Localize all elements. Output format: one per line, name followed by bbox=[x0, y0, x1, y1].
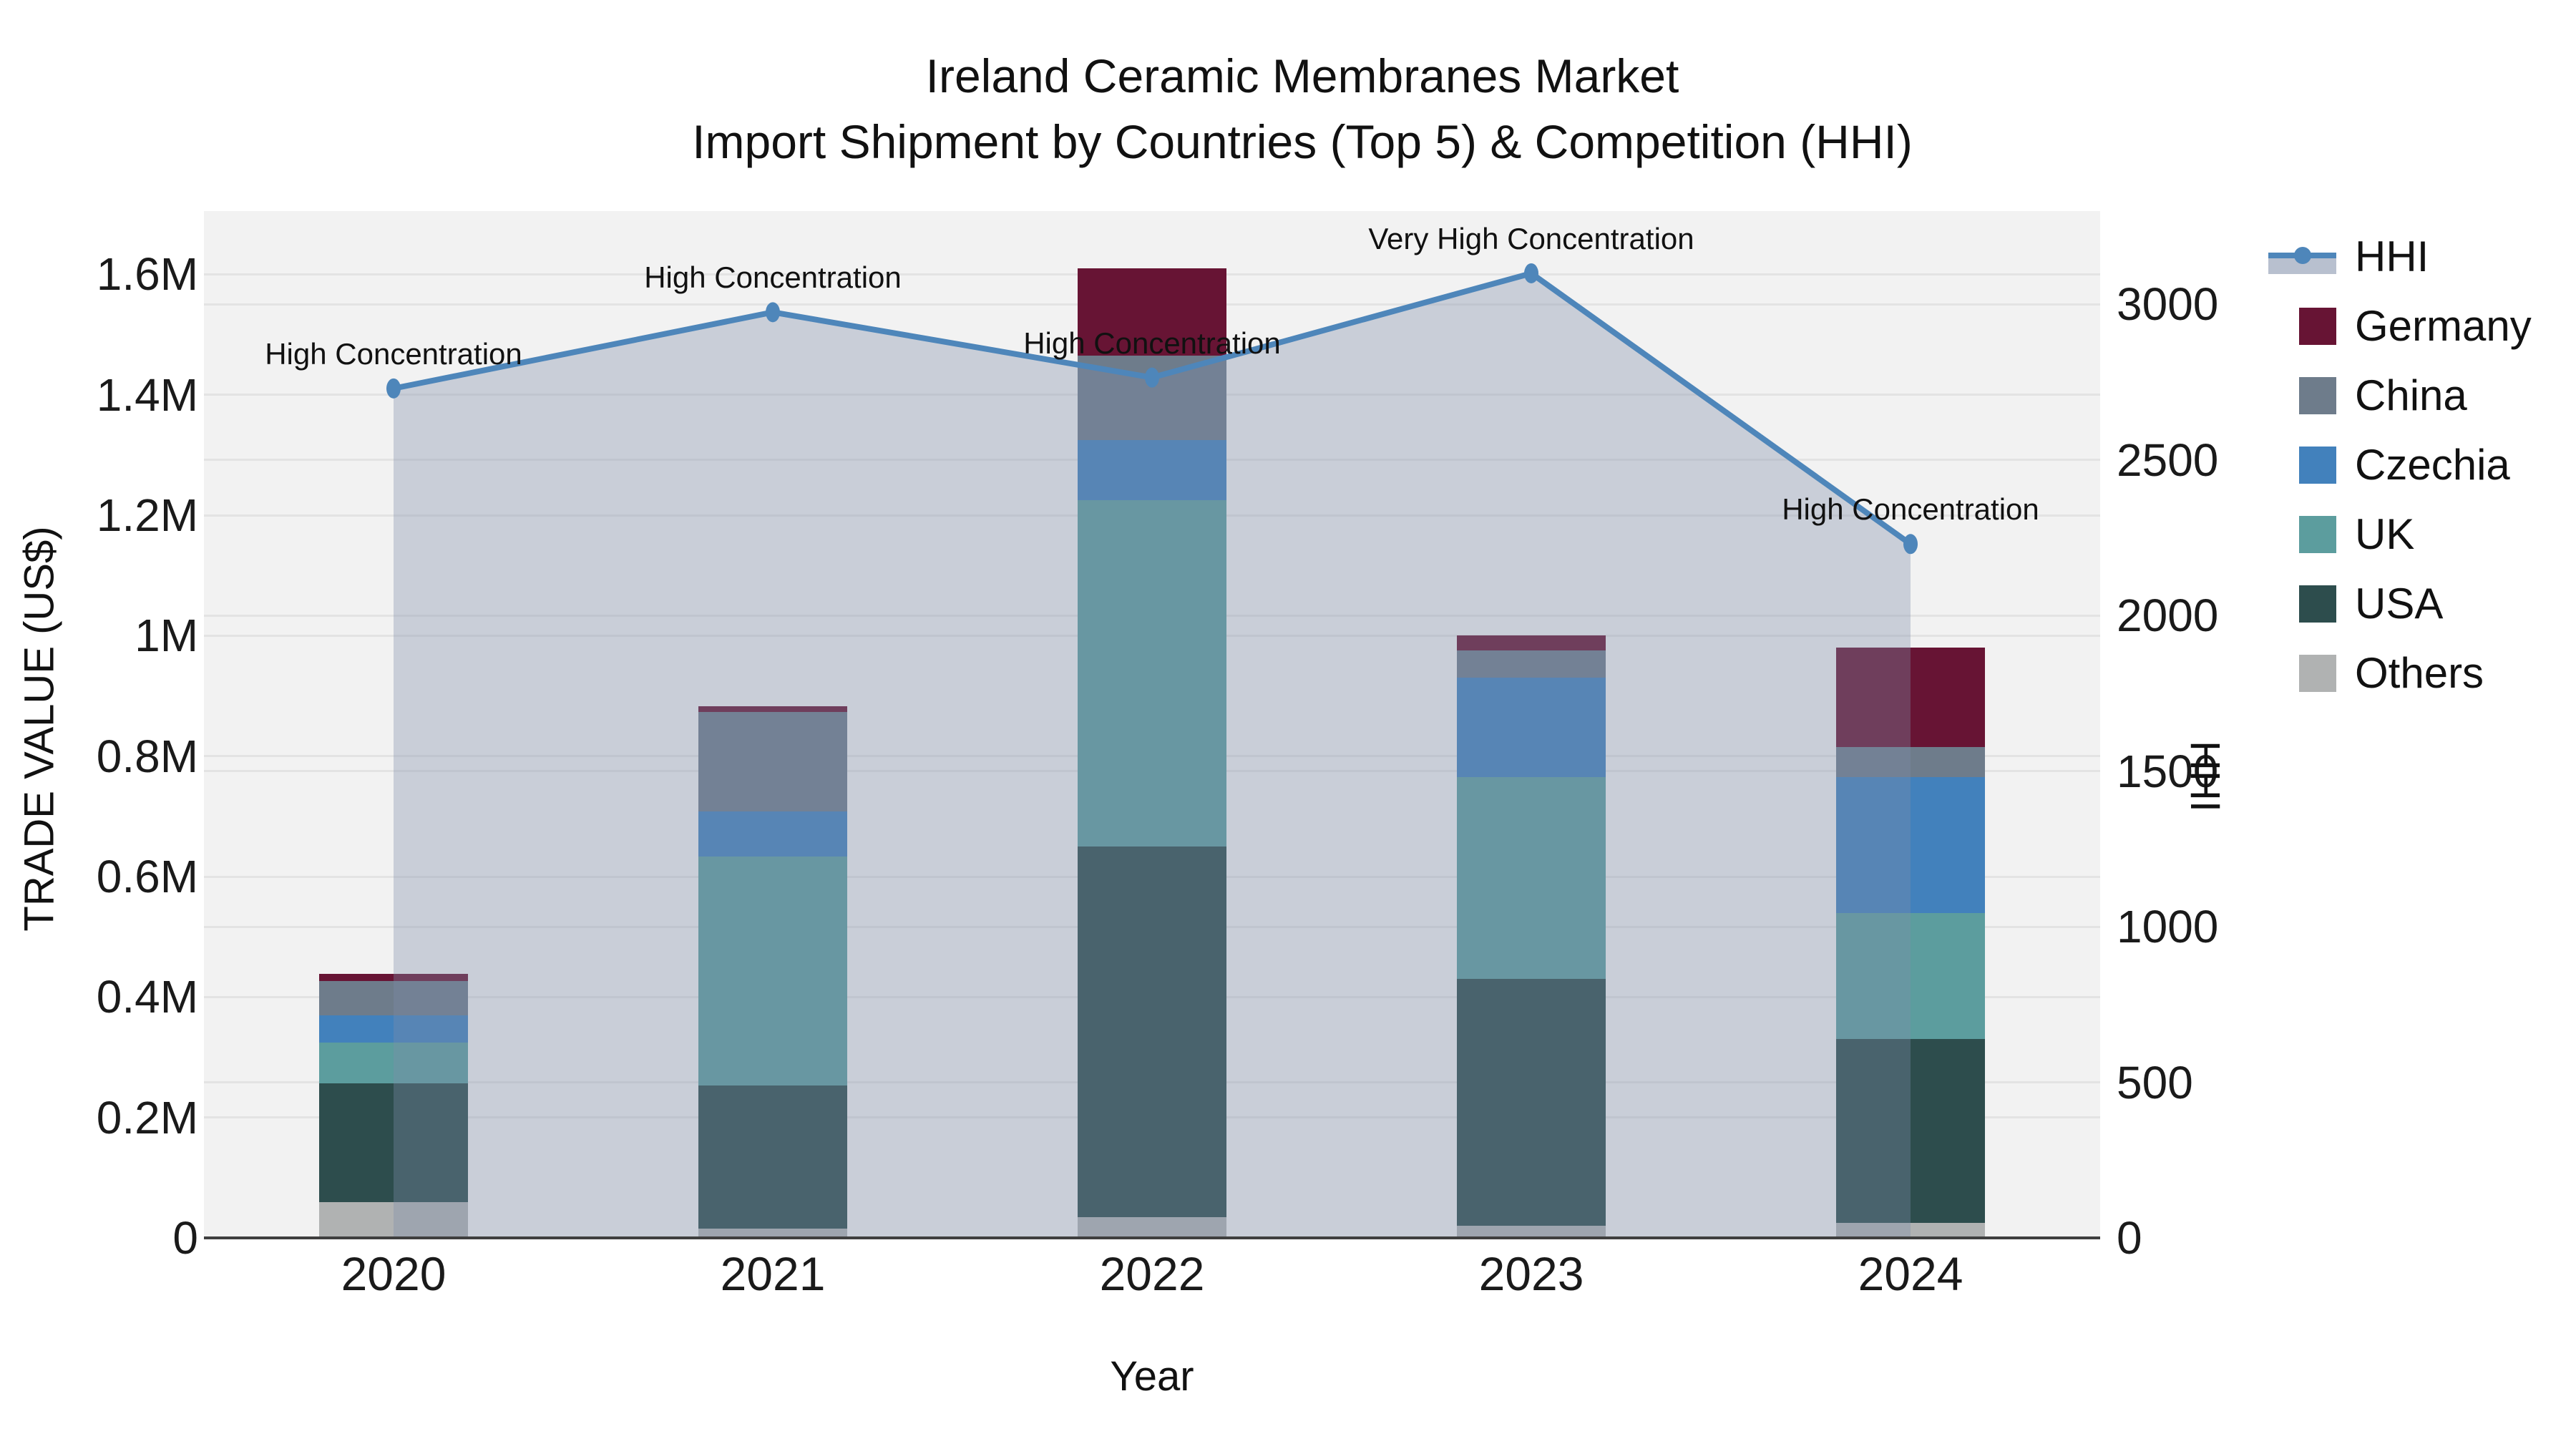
y-left-tick-label: 0.8M bbox=[96, 730, 198, 782]
y-left-tick-label: 0.6M bbox=[96, 851, 198, 902]
czechia-swatch-icon bbox=[2299, 446, 2336, 484]
annotation-2022: High Concentration bbox=[1023, 326, 1281, 360]
hhi-marker-2021[interactable] bbox=[766, 302, 780, 323]
bar-2023[interactable] bbox=[1457, 635, 1606, 1238]
y-right-tick-label: 2500 bbox=[2117, 434, 2219, 486]
legend-item-germany[interactable]: Germany bbox=[2268, 291, 2532, 361]
y-left-tick-label: 1M bbox=[135, 610, 198, 662]
bar-segment-2023-uk[interactable] bbox=[1457, 777, 1606, 980]
bar-segment-2022-others[interactable] bbox=[1078, 1216, 1226, 1238]
bar-segment-2022-germany[interactable] bbox=[1078, 268, 1226, 356]
y-left-tick-label: 1.4M bbox=[96, 369, 198, 421]
bar-2021[interactable] bbox=[698, 706, 847, 1238]
y-right-tick-label: 1500 bbox=[2117, 745, 2219, 797]
bar-segment-2024-usa[interactable] bbox=[1836, 1039, 1985, 1223]
annotation-2023: Very High Concentration bbox=[1368, 221, 1694, 255]
y-left-tick-label: 0 bbox=[172, 1212, 198, 1264]
annotation-2021: High Concentration bbox=[644, 260, 902, 295]
x-tick-label-2021: 2021 bbox=[720, 1247, 826, 1300]
legend-label-hhi: HHI bbox=[2355, 233, 2429, 280]
x-tick-label-2020: 2020 bbox=[341, 1247, 447, 1300]
bar-segment-2020-uk[interactable] bbox=[319, 1043, 468, 1083]
legend-label-others: Others bbox=[2355, 649, 2484, 697]
hhi-marker-2024[interactable] bbox=[1903, 534, 1918, 555]
y-right-tick-label: 3000 bbox=[2117, 278, 2219, 331]
hhi-marker-swatch bbox=[2294, 246, 2311, 264]
legend-label-china: China bbox=[2355, 371, 2467, 419]
bar-segment-2024-germany[interactable] bbox=[1836, 648, 1985, 748]
y-left-tick-label: 1.6M bbox=[96, 248, 198, 301]
x-tick-label-2023: 2023 bbox=[1478, 1247, 1584, 1300]
bar-segment-2020-germany[interactable] bbox=[319, 974, 468, 981]
hhi-area-fill bbox=[394, 273, 1911, 1238]
others-swatch-icon bbox=[2299, 654, 2336, 692]
hhi-marker-2023[interactable] bbox=[1524, 263, 1538, 283]
legend: HHI Germany China Czechia UK USA Others bbox=[2268, 222, 2532, 708]
x-axis-title: Year bbox=[1110, 1353, 1194, 1400]
bar-segment-2024-uk[interactable] bbox=[1836, 912, 1985, 1040]
china-swatch-icon bbox=[2299, 376, 2336, 414]
uk-swatch-icon bbox=[2299, 515, 2336, 553]
y-right-tick-label: 1000 bbox=[2117, 901, 2219, 953]
chart-title-line2: Import Shipment by Countries (Top 5) & C… bbox=[692, 115, 1913, 168]
legend-item-china[interactable]: China bbox=[2268, 361, 2532, 430]
y-right-tick-label: 0 bbox=[2117, 1212, 2142, 1264]
y-right-tick-label: 500 bbox=[2117, 1056, 2193, 1108]
chart-title: Ireland Ceramic Membranes Market Import … bbox=[644, 43, 1961, 175]
annotation-2024: High Concentration bbox=[1782, 492, 2039, 527]
bar-segment-2023-germany[interactable] bbox=[1457, 635, 1606, 651]
bar-segment-2023-china[interactable] bbox=[1457, 650, 1606, 678]
hhi-line-layer bbox=[386, 263, 1918, 1238]
bar-2020[interactable] bbox=[319, 974, 468, 1238]
germany-swatch-icon bbox=[2299, 307, 2336, 345]
y-axis-right-title: HHI bbox=[2182, 741, 2228, 812]
y-right-tick-label: 2000 bbox=[2117, 590, 2219, 642]
bar-segment-2020-china[interactable] bbox=[319, 980, 468, 1015]
bar-segment-2020-others[interactable] bbox=[319, 1201, 468, 1238]
bar-segment-2021-usa[interactable] bbox=[698, 1085, 847, 1229]
y-left-tick-label: 1.2M bbox=[96, 489, 198, 542]
hhi-marker-2020[interactable] bbox=[386, 378, 401, 399]
bar-segment-2023-czechia[interactable] bbox=[1457, 678, 1606, 778]
bar-segment-2024-czechia[interactable] bbox=[1836, 777, 1985, 913]
bar-segment-2021-others[interactable] bbox=[698, 1229, 847, 1238]
y-left-tick-label: 0.2M bbox=[96, 1091, 198, 1143]
legend-label-czechia: Czechia bbox=[2355, 441, 2510, 489]
bar-2022[interactable] bbox=[1078, 268, 1226, 1238]
usa-swatch-icon bbox=[2299, 585, 2336, 623]
x-tick-label-2022: 2022 bbox=[1099, 1247, 1205, 1300]
bar-segment-2021-china[interactable] bbox=[698, 712, 847, 812]
bar-2024[interactable] bbox=[1836, 648, 1985, 1238]
legend-item-usa[interactable]: USA bbox=[2268, 569, 2532, 638]
legend-label-uk: UK bbox=[2355, 510, 2415, 558]
hhi-line-swatch-icon bbox=[2268, 235, 2336, 278]
bar-segment-2023-others[interactable] bbox=[1457, 1226, 1606, 1238]
plot-area bbox=[204, 211, 2100, 1238]
x-axis-spine bbox=[204, 1236, 2100, 1239]
bar-segment-2020-czechia[interactable] bbox=[319, 1015, 468, 1043]
legend-item-uk[interactable]: UK bbox=[2268, 499, 2532, 569]
chart-title-line1: Ireland Ceramic Membranes Market bbox=[925, 49, 1679, 102]
annotation-2020: High Concentration bbox=[265, 336, 522, 371]
bar-segment-2021-czechia[interactable] bbox=[698, 811, 847, 857]
bar-segment-2022-czechia[interactable] bbox=[1078, 439, 1226, 500]
bar-segment-2024-china[interactable] bbox=[1836, 747, 1985, 778]
legend-item-hhi[interactable]: HHI bbox=[2268, 222, 2532, 291]
x-tick-label-2024: 2024 bbox=[1858, 1247, 1963, 1300]
y-axis-left-title: TRADE VALUE (US$) bbox=[16, 526, 63, 932]
legend-label-germany: Germany bbox=[2355, 302, 2532, 350]
bar-segment-2024-others[interactable] bbox=[1836, 1222, 1985, 1238]
bar-segment-2022-usa[interactable] bbox=[1078, 846, 1226, 1217]
bar-segment-2023-usa[interactable] bbox=[1457, 979, 1606, 1226]
legend-item-others[interactable]: Others bbox=[2268, 638, 2532, 708]
bar-segment-2022-uk[interactable] bbox=[1078, 500, 1226, 847]
legend-label-usa: USA bbox=[2355, 580, 2444, 628]
y-left-tick-label: 0.4M bbox=[96, 971, 198, 1023]
hhi-marker-2022[interactable] bbox=[1145, 367, 1159, 388]
bar-segment-2021-germany[interactable] bbox=[698, 706, 847, 713]
legend-item-czechia[interactable]: Czechia bbox=[2268, 430, 2532, 499]
bar-segment-2020-usa[interactable] bbox=[319, 1083, 468, 1202]
bar-segment-2021-uk[interactable] bbox=[698, 857, 847, 1086]
